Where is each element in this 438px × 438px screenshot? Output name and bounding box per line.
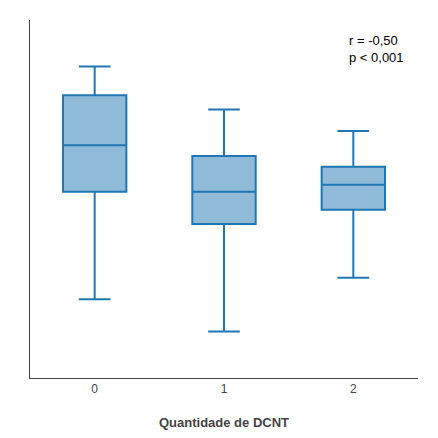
svg-text:2: 2 <box>350 382 357 396</box>
svg-text:0: 0 <box>91 382 98 396</box>
svg-text:r = -0,50p < 0,001: r = -0,50p < 0,001 <box>349 33 404 65</box>
svg-text:Quantidade de DCNT: Quantidade de DCNT <box>159 415 289 430</box>
svg-text:1: 1 <box>221 382 228 396</box>
